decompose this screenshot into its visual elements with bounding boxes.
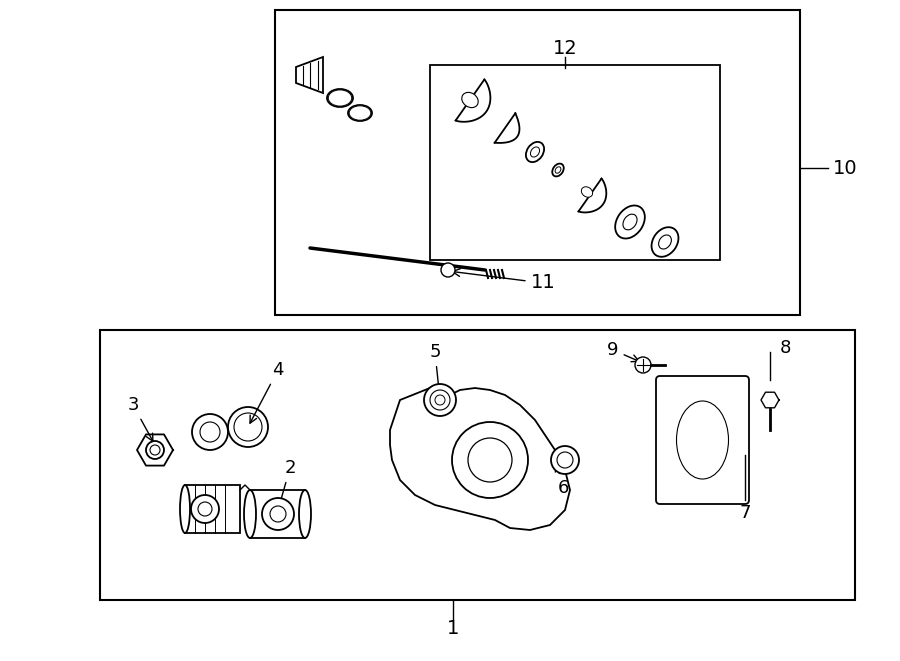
Circle shape [441, 263, 455, 277]
Ellipse shape [228, 407, 268, 447]
Circle shape [452, 422, 528, 498]
Ellipse shape [200, 422, 220, 442]
Polygon shape [579, 178, 607, 212]
Circle shape [146, 441, 164, 459]
Circle shape [150, 445, 160, 455]
Ellipse shape [192, 414, 228, 450]
Text: 2: 2 [278, 459, 296, 506]
Ellipse shape [677, 401, 728, 479]
Text: 7: 7 [739, 504, 751, 522]
Ellipse shape [424, 384, 456, 416]
Ellipse shape [348, 105, 372, 121]
Circle shape [191, 495, 219, 523]
Circle shape [270, 506, 286, 522]
Bar [185, 485, 240, 533]
Ellipse shape [557, 452, 573, 468]
Bar [275, 10, 800, 315]
Ellipse shape [526, 142, 544, 162]
Ellipse shape [553, 163, 563, 176]
Ellipse shape [616, 206, 644, 239]
Ellipse shape [299, 490, 311, 538]
Ellipse shape [180, 485, 190, 533]
Ellipse shape [327, 89, 353, 107]
Text: 3: 3 [127, 396, 153, 441]
Text: 10: 10 [832, 159, 858, 178]
Circle shape [198, 502, 212, 516]
Ellipse shape [462, 93, 478, 108]
Ellipse shape [623, 214, 637, 230]
Polygon shape [296, 57, 323, 93]
Ellipse shape [349, 106, 371, 120]
Ellipse shape [234, 413, 262, 441]
Text: 8: 8 [779, 339, 791, 357]
Polygon shape [761, 392, 779, 408]
Text: 5: 5 [429, 343, 443, 396]
Text: 4: 4 [250, 361, 284, 423]
Circle shape [262, 498, 294, 530]
Text: 12: 12 [553, 38, 578, 58]
Bar [250, 490, 305, 538]
Ellipse shape [430, 390, 450, 410]
Polygon shape [137, 434, 173, 465]
FancyBboxPatch shape [656, 376, 749, 504]
Text: 11: 11 [453, 268, 555, 293]
Ellipse shape [551, 446, 579, 474]
Bar [100, 330, 855, 600]
Ellipse shape [435, 395, 445, 405]
Text: 6: 6 [555, 464, 569, 497]
PathPatch shape [390, 388, 570, 530]
Ellipse shape [659, 235, 671, 249]
Ellipse shape [328, 90, 352, 106]
Ellipse shape [244, 490, 256, 538]
Polygon shape [495, 113, 519, 143]
Circle shape [468, 438, 512, 482]
Polygon shape [455, 79, 490, 122]
Ellipse shape [530, 147, 539, 157]
Text: 1: 1 [446, 619, 459, 637]
Text: 9: 9 [608, 341, 639, 362]
Ellipse shape [555, 167, 561, 173]
Circle shape [635, 357, 651, 373]
Ellipse shape [652, 227, 679, 257]
Ellipse shape [581, 187, 592, 197]
Bar [430, 65, 720, 260]
